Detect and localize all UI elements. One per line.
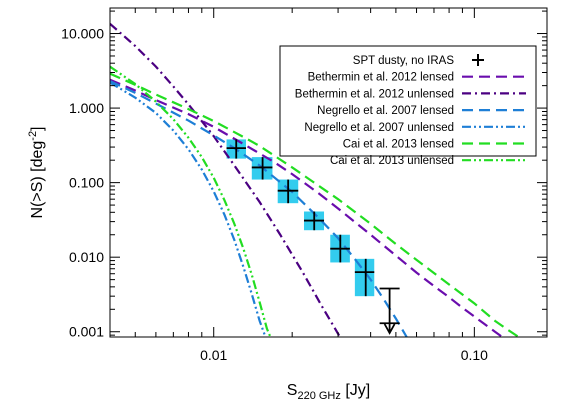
y-tick-label-4: 0.001 bbox=[69, 324, 104, 340]
legend-label-data: SPT dusty, no IRAS bbox=[353, 55, 455, 67]
data-points bbox=[226, 139, 400, 335]
series-line-1 bbox=[110, 78, 503, 337]
series-line-3 bbox=[110, 80, 408, 337]
legend-label-4: Negrello et al. 2007 unlensed bbox=[304, 122, 454, 134]
series-line-2 bbox=[110, 22, 341, 337]
y-tick-label-2: 0.100 bbox=[69, 175, 104, 191]
legend-label-6: Cai et al. 2013 unlensed bbox=[330, 155, 454, 167]
legend-label-2: Bethermin et al. 2012 unlensed bbox=[295, 88, 454, 100]
x-tick-label-0: 0.01 bbox=[200, 347, 227, 363]
axis-ticks bbox=[109, 8, 547, 337]
y-axis-label: N(>S) [deg-2] bbox=[27, 126, 46, 218]
x-tick-label-1: 0.10 bbox=[461, 347, 488, 363]
x-axis-label: S220 GHz [Jy] bbox=[287, 382, 370, 402]
y-tick-label-1: 1.000 bbox=[69, 100, 104, 116]
y-tick-label-3: 0.010 bbox=[69, 249, 104, 265]
upper-limit-arrow bbox=[383, 323, 396, 335]
plot-frame bbox=[109, 7, 548, 338]
legend-box bbox=[279, 45, 537, 157]
series-line-6 bbox=[110, 65, 272, 337]
series-line-5 bbox=[110, 72, 520, 337]
model-curves bbox=[110, 22, 520, 337]
legend-label-3: Negrello et al. 2007 lensed bbox=[317, 105, 454, 117]
data-box-5 bbox=[354, 258, 375, 297]
legend-label-5: Cai et al. 2013 lensed bbox=[343, 139, 454, 151]
legend: SPT dusty, no IRAS Bethermin et al. 2012 … bbox=[279, 45, 537, 167]
legend-label-1: Bethermin et al. 2012 lensed bbox=[308, 72, 454, 84]
y-tick-label-0: 10.000 bbox=[61, 26, 104, 42]
